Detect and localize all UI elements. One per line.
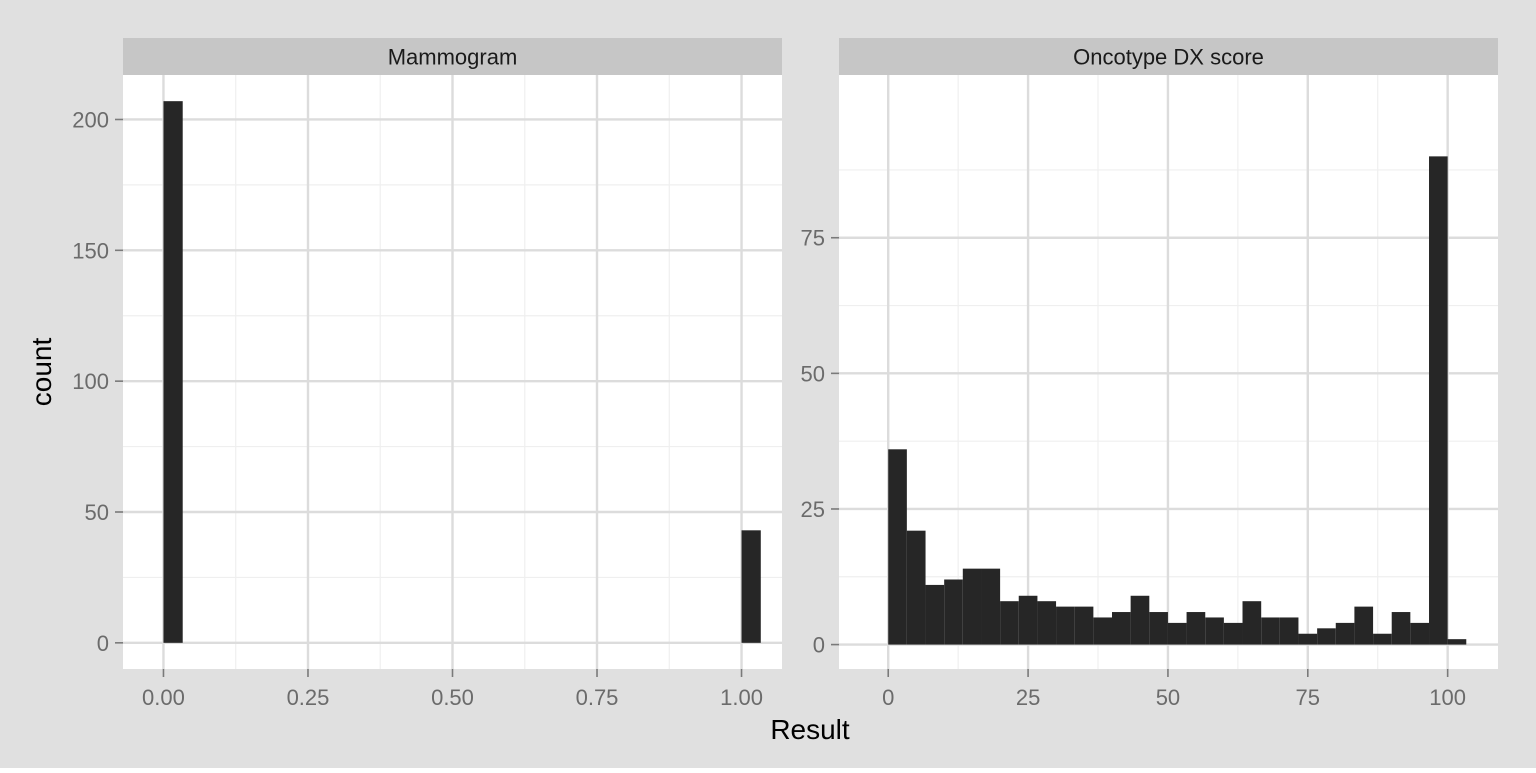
x-tick-label: 0.75 (576, 685, 619, 710)
y-tick-label: 0 (97, 631, 109, 656)
x-tick-label: 0.25 (287, 685, 330, 710)
histogram-bar (1335, 622, 1355, 645)
histogram-bar (1447, 639, 1467, 645)
facet-panels: Mammogram 0 50 100 150 200 0.00 0.25 0.50 0.75 1.0… (72, 38, 1498, 710)
y-axis-title: count (26, 338, 57, 407)
histogram-bar (1056, 606, 1075, 645)
x-tick-label: 1.00 (720, 685, 763, 710)
y-tick-label: 50 (801, 361, 825, 386)
histogram-bar (1186, 612, 1206, 645)
histogram-bar (1223, 622, 1243, 645)
histogram-bar (1167, 622, 1187, 645)
x-tick-label: 50 (1156, 685, 1180, 710)
histogram-bar (1074, 606, 1094, 645)
y-tick-label: 0 (813, 633, 825, 658)
facet-strip (123, 38, 782, 75)
histogram-bar (925, 584, 945, 645)
histogram-bar (1298, 633, 1318, 645)
histogram-bar (1410, 622, 1430, 645)
histogram-bar (1130, 595, 1150, 645)
facet-panel: Mammogram 0 50 100 150 200 0.00 0.25 0.50 0.75 1.0… (72, 38, 782, 710)
y-tick-label: 200 (72, 107, 109, 132)
y-tick-label: 100 (72, 369, 109, 394)
y-tick-label: 75 (801, 226, 825, 251)
histogram-bar (1149, 612, 1168, 645)
histogram-bar (1000, 601, 1019, 645)
histogram-bar (1037, 601, 1057, 645)
histogram-bar (1279, 617, 1299, 645)
histogram-bar (1373, 633, 1392, 645)
x-tick-label: 100 (1429, 685, 1466, 710)
histogram-bar (1205, 617, 1224, 645)
x-tick-label: 0.00 (142, 685, 185, 710)
histogram-bar (1018, 595, 1038, 645)
histogram-bar (944, 579, 963, 645)
histogram-bar (1429, 156, 1448, 645)
facet-title: Mammogram (388, 45, 518, 70)
y-tick-label: 25 (801, 497, 825, 522)
x-tick-label: 0.50 (431, 685, 474, 710)
histogram-bar (1317, 628, 1336, 645)
y-tick-label: 50 (85, 500, 109, 525)
histogram-bar (981, 568, 1001, 645)
histogram-bar (962, 568, 982, 645)
histogram-bar (906, 530, 926, 645)
facet-panel: Oncotype DX score 0 25 50 75 0 25 50 75 100 (801, 38, 1498, 710)
histogram-bar (1354, 606, 1374, 645)
histogram-bar (1111, 612, 1131, 645)
x-axis-title: Result (770, 714, 850, 745)
y-tick-label: 150 (72, 238, 109, 263)
histogram-bar (1261, 617, 1280, 645)
histogram-bar (888, 449, 907, 645)
x-tick-label: 75 (1296, 685, 1320, 710)
histogram-bar (163, 101, 183, 643)
facet-title: Oncotype DX score (1073, 45, 1264, 70)
x-tick-label: 25 (1016, 685, 1040, 710)
facet-strip (839, 38, 1498, 75)
histogram-bar (741, 530, 761, 643)
histogram-bar (1242, 601, 1262, 645)
x-tick-label: 0 (882, 685, 894, 710)
histogram-bar (1093, 617, 1112, 645)
histogram-bar (1391, 612, 1411, 645)
